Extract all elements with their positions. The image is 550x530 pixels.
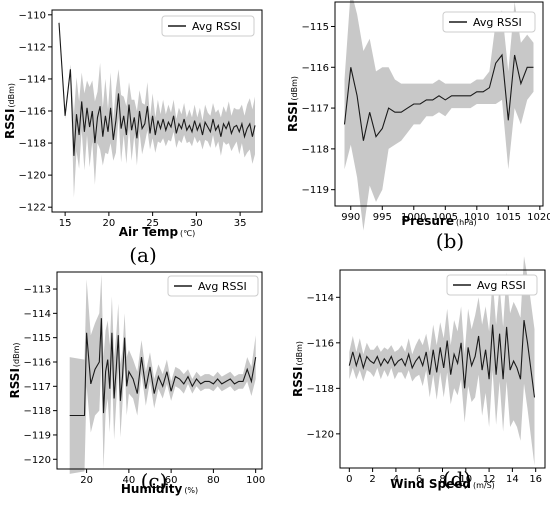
confidence-band xyxy=(59,19,255,198)
y-tick-label: −113 xyxy=(24,285,51,296)
y-axis-label: RSSI(dBm) xyxy=(291,341,305,397)
y-tick-label: −115 xyxy=(24,333,51,344)
panel-a: 15 20 25 30 35 −110 −112 −114 −116 −118 −120 −122 Ai… xyxy=(3,9,263,267)
x-tick-label: 40 xyxy=(122,475,135,486)
x-axis-unit: (%) xyxy=(184,486,198,495)
y-axis-label: RSSI(dBm) xyxy=(3,83,17,139)
legend-box xyxy=(446,274,538,296)
x-tick-label: 1005 xyxy=(433,212,458,223)
y-tick-label: −116 xyxy=(24,357,51,368)
y-tick-label: −117 xyxy=(302,104,329,115)
x-tick-label: 1015 xyxy=(496,212,521,223)
x-tick-label: 100 xyxy=(246,475,265,486)
panel-b: 990 995 1000 1005 1010 1015 1020 −115 −116 −117 −1… xyxy=(286,0,550,253)
y-tick-label: −122 xyxy=(19,203,46,214)
legend-box xyxy=(161,15,255,37)
y-tick-label: −116 xyxy=(302,63,329,74)
y-tick-label: −114 xyxy=(19,74,46,85)
confidence-band xyxy=(344,0,534,231)
y-tick-label: −120 xyxy=(24,455,51,466)
x-tick-label: 6 xyxy=(416,474,422,485)
x-axis-label: Presure (hPa) xyxy=(401,214,476,228)
y-tick-label: −116 xyxy=(307,338,334,349)
y-tick-label: −112 xyxy=(19,42,46,53)
x-tick-label: 995 xyxy=(373,212,392,223)
x-tick-label: 25 xyxy=(146,218,159,229)
plot-frame xyxy=(56,271,263,470)
y-tick-label: −119 xyxy=(24,430,51,441)
legend-label: Avg RSSI xyxy=(473,16,522,29)
x-tick-label: 35 xyxy=(234,218,247,229)
x-tick-label: 1010 xyxy=(464,212,489,223)
y-axis-unit: (dBm) xyxy=(290,76,299,101)
x-tick-label: 80 xyxy=(207,475,220,486)
series-line-avg-rssi xyxy=(348,320,536,398)
y-tick-label: −118 xyxy=(307,384,334,395)
x-tick-label: 60 xyxy=(165,475,178,486)
confidence-band xyxy=(349,256,535,466)
y-axis-label: RSSI(dBm) xyxy=(8,342,22,398)
series-line-avg-rssi xyxy=(343,53,534,141)
y-axis-unit: (dBm) xyxy=(12,342,21,367)
x-tick-label: 20 xyxy=(80,475,93,486)
x-tick-label: 10 xyxy=(459,474,472,485)
confidence-band xyxy=(69,274,256,474)
series-line-avg-rssi xyxy=(58,22,256,156)
y-axis-unit: (dBm) xyxy=(295,341,304,366)
x-tick-label: 30 xyxy=(190,218,203,229)
panel-caption: (a) xyxy=(129,243,157,267)
x-axis-unit: (m/S) xyxy=(473,481,495,490)
y-tick-label: −110 xyxy=(19,10,46,21)
x-tick-label: 1000 xyxy=(401,212,426,223)
series-line-avg-rssi xyxy=(69,318,257,417)
y-tick-label: −115 xyxy=(302,22,329,33)
y-tick-label: −116 xyxy=(19,107,46,118)
panel-caption: (d) xyxy=(443,467,471,491)
x-axis-label: Humidity (%) xyxy=(121,482,198,496)
legend-box xyxy=(167,275,259,297)
y-tick-label: −118 xyxy=(19,139,46,150)
legend: Avg RSSI xyxy=(446,274,538,296)
y-tick-label: −114 xyxy=(24,309,51,320)
legend: Avg RSSI xyxy=(161,15,255,37)
panel-caption: (b) xyxy=(436,229,464,253)
x-tick-label: 12 xyxy=(483,474,496,485)
x-tick-label: 4 xyxy=(393,474,399,485)
y-tick-label: −119 xyxy=(302,185,329,196)
x-axis-unit: (℃) xyxy=(180,229,195,238)
y-tick-label: −118 xyxy=(24,406,51,417)
x-tick-label: 1020 xyxy=(527,212,550,223)
x-tick-label: 15 xyxy=(59,218,72,229)
y-tick-label: −120 xyxy=(307,429,334,440)
x-tick-label: 990 xyxy=(341,212,360,223)
x-tick-label: 0 xyxy=(346,474,352,485)
x-axis-unit: (hPa) xyxy=(456,218,477,227)
panel-caption: (c) xyxy=(141,469,168,493)
legend-box xyxy=(442,11,536,33)
y-tick-label: −118 xyxy=(302,144,329,155)
y-axis-label: RSSI(dBm) xyxy=(286,76,300,132)
legend-label: Avg RSSI xyxy=(192,20,241,33)
x-tick-label: 8 xyxy=(439,474,445,485)
legend: Avg RSSI xyxy=(442,11,536,33)
x-tick-label: 20 xyxy=(103,218,116,229)
plot-frame xyxy=(334,1,544,207)
x-tick-label: 16 xyxy=(529,474,542,485)
x-axis-label: Air Temp (℃) xyxy=(119,225,196,239)
y-tick-label: −117 xyxy=(24,382,51,393)
legend-label: Avg RSSI xyxy=(198,280,247,293)
x-tick-label: 2 xyxy=(369,474,375,485)
y-tick-label: −120 xyxy=(19,171,46,182)
legend-label: Avg RSSI xyxy=(477,279,526,292)
legend: Avg RSSI xyxy=(167,275,259,297)
x-tick-label: 14 xyxy=(506,474,519,485)
y-tick-label: −114 xyxy=(307,293,334,304)
panel-d: 0 2 4 6 8 10 12 14 16 −114 −116 −118 −120 Wind Speed(… xyxy=(291,256,546,491)
y-axis-unit: (dBm) xyxy=(7,83,16,108)
panel-c: 20 40 60 80 100 −113 −114 −115 −116 −117 −118 −119 −… xyxy=(8,271,265,496)
x-axis-label: Wind Speed (m/S) xyxy=(390,477,495,491)
